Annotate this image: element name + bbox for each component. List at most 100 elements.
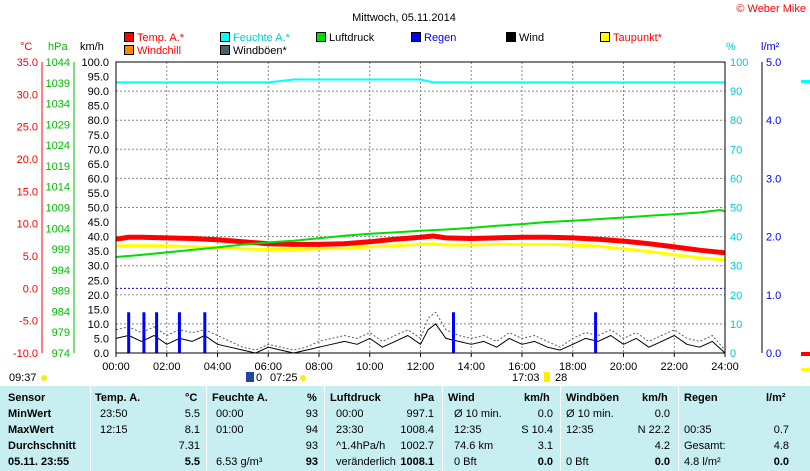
stats-divider (560, 386, 561, 471)
stats-header-sensor: Sensor (8, 392, 46, 404)
stats-cell-gust-val: N 22.2 (637, 424, 670, 436)
temp-tick-label: 15.0 (17, 186, 38, 198)
stats-cell-gust-label: 12:35 (566, 424, 594, 436)
rain-tick-label: 2.0 (766, 232, 781, 244)
sun-moon-row: 09:37 0 07:25 17:03 28 (9, 372, 567, 384)
pressure-tick-label: 1004 (46, 223, 70, 235)
stats-cell-label: 05.11. 23:55 (8, 456, 70, 468)
pressure-tick-label: 989 (52, 286, 70, 298)
humidity-tick-label: 0 (730, 348, 736, 360)
legend-item-pressure: Luftdruck (316, 32, 374, 44)
stats-cell-wind-val: S 10.4 (521, 424, 553, 436)
hpa-unit-label: hPa (48, 41, 68, 53)
stats-cell-temp-time: 12:15 (100, 424, 128, 436)
stats-cell-press-time: 00:00 (336, 408, 364, 420)
temp-tick-label: 0.0 (23, 283, 38, 295)
legend-swatch (316, 32, 326, 42)
rain-bar (594, 312, 598, 353)
stats-cell-temp-val: 8.1 (184, 424, 200, 436)
stats-cell-gust-val: 0.0 (654, 456, 670, 468)
legend-label: Temp. A.* (137, 32, 185, 44)
temp-tick-label: 25.0 (17, 122, 38, 134)
legend-swatch (220, 45, 230, 55)
stats-cell-wind-val: 0.0 (537, 456, 553, 468)
stats-cell-gust-val: 4.2 (654, 440, 670, 452)
stats-header-gust-unit: km/h (642, 392, 668, 404)
sunset-icon (544, 372, 550, 382)
wind-tick-label: 85.0 (88, 101, 109, 113)
rain-tick-label: 0.0 (766, 348, 781, 360)
legend-label: Taupunkt* (613, 32, 662, 44)
stats-cell-hum-val: 93 (305, 408, 318, 420)
x-tick-label: 04:00 (204, 361, 232, 373)
stats-header-wind: Wind (448, 392, 475, 404)
chart-canvas: Mittwoch, 05.11.2014 © Weber Mike °C hPa… (9, 3, 810, 384)
moon-b-label: 28 (555, 372, 567, 384)
temp-tick-label: -10.0 (13, 348, 38, 360)
stats-divider (324, 386, 325, 471)
humidity-tick-label: 60 (730, 173, 742, 185)
stats-cell-press-time: 23:30 (336, 424, 364, 436)
stats-cell-temp-val: 5.5 (184, 456, 200, 468)
stats-cell-gust-label: 0 Bft (566, 456, 589, 468)
humidity-tick-label: 40 (730, 232, 742, 244)
stats-header-rain: Regen (684, 392, 718, 404)
temp-tick-label: 5.0 (23, 251, 38, 263)
humidity-tick-label: 50 (730, 203, 742, 215)
pressure-tick-label: 1029 (46, 119, 70, 131)
x-tick-label: 12:00 (407, 361, 435, 373)
x-tick-label: 06:00 (254, 361, 282, 373)
legend-swatch (124, 45, 134, 55)
wind-tick-label: 25.0 (88, 275, 109, 287)
wind-tick-label: 100.0 (81, 57, 109, 69)
stats-cell-hum-val: 93 (305, 440, 318, 452)
stats-cell-temp-val: 7.31 (178, 440, 200, 452)
pressure-tick-label: 1034 (46, 99, 70, 111)
stats-header-wind-unit: km/h (524, 392, 550, 404)
stats-cell-wind-label: 0 Bft (454, 456, 477, 468)
kmh-unit-label: km/h (80, 41, 104, 53)
wind-tick-label: 90.0 (88, 86, 109, 98)
humidity-tick-label: 20 (730, 290, 742, 302)
stats-cell-hum-val: 93 (305, 456, 318, 468)
temp-tick-label: 10.0 (17, 219, 38, 231)
rain-tick-label: 5.0 (766, 57, 781, 69)
stats-cell-rain-label: Gesamt: (684, 440, 726, 452)
pct-unit-label: % (726, 41, 736, 53)
stats-header-humidity: Feuchte A. (212, 392, 268, 404)
pressure-tick-label: 999 (52, 244, 70, 256)
wind-tick-label: 95.0 (88, 72, 109, 84)
series-line-windb-en (115, 311, 726, 351)
rain-bar (155, 312, 159, 353)
edge-temp-marker (801, 352, 810, 356)
legend-item-dewpoint: Taupunkt* (600, 32, 662, 44)
wind-tick-label: 15.0 (88, 304, 109, 316)
wind-tick-label: 55.0 (88, 188, 109, 200)
legend-item-gust: Windböen* (220, 45, 287, 57)
pressure-tick-label: 1039 (46, 78, 70, 90)
pressure-tick-label: 984 (52, 306, 70, 318)
x-tick-label: 00:00 (102, 361, 130, 373)
grid-lines (116, 62, 725, 353)
stats-cell-wind-val: 0.0 (537, 408, 553, 420)
series-marks (115, 78, 810, 371)
x-tick-label: 20:00 (610, 361, 638, 373)
stats-cell-label: MaxWert (8, 424, 54, 436)
stats-cell-gust-label: Ø 10 min. (566, 408, 614, 420)
stats-cell-wind-label: Ø 10 min. (454, 408, 502, 420)
stats-cell-press-time: ^1.4hPa/h (336, 440, 386, 452)
moon-icon (246, 372, 254, 382)
humidity-tick-label: 10 (730, 319, 742, 331)
stats-divider (678, 386, 679, 471)
stats-cell-rain-val: 4.8 (773, 440, 789, 452)
x-tick-label: 02:00 (153, 361, 181, 373)
stats-cell-hum-time: 6.53 g/m³ (216, 456, 263, 468)
humidity-tick-label: 70 (730, 144, 742, 156)
wind-tick-label: 65.0 (88, 159, 109, 171)
temp-tick-label: 35.0 (17, 57, 38, 69)
stats-cell-hum-val: 94 (305, 424, 318, 436)
pressure-tick-label: 1009 (46, 203, 70, 215)
wind-tick-label: 50.0 (88, 203, 109, 215)
temp-unit-label: °C (20, 41, 32, 53)
sunset-label: 17:03 (512, 372, 540, 384)
